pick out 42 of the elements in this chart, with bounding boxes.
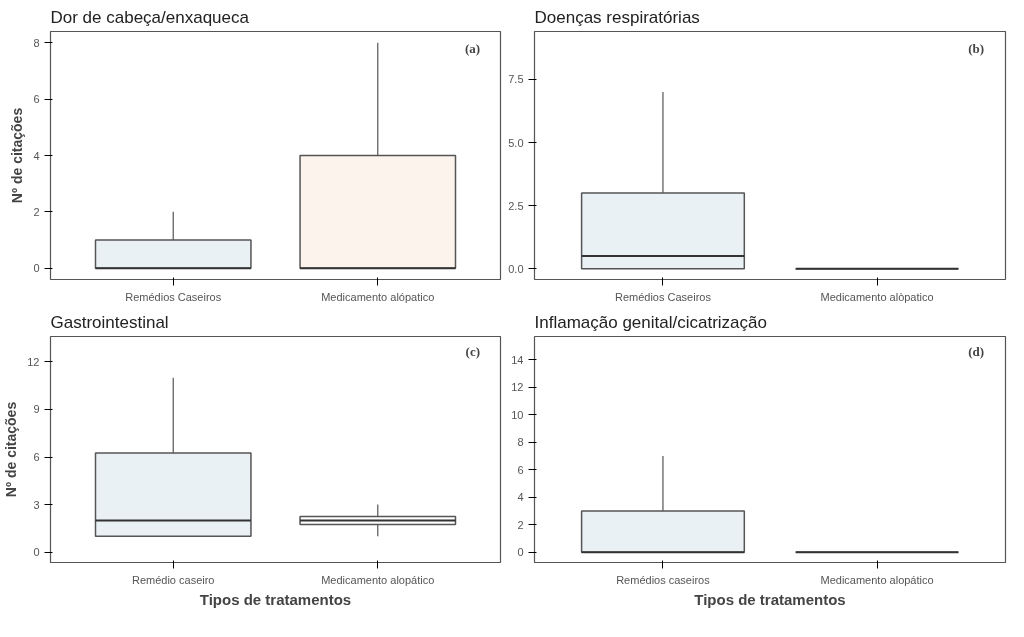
x-axis-title: Tipos de tratamentos [694,590,846,608]
y-tick-label: 8 [517,436,524,449]
y-tick-label: 4 [517,491,524,504]
x-axis-title: Tipos de tratamentos [199,590,352,608]
y-tick-label: 0 [33,546,40,559]
y-axis-title: Nº de citações [3,401,20,498]
x-tick-label: Remédios caseiros [616,573,711,586]
annotation: (c) [465,344,481,360]
chart-title: Doenças respiratórias [534,7,700,27]
y-tick-label: 6 [33,93,40,106]
y-tick-label: 10 [511,408,524,421]
y-tick-label: 6 [33,451,40,464]
y-tick-label: 8 [33,36,40,49]
y-tick-label: 12 [511,381,524,394]
y-tick-label: 0.0 [508,262,524,275]
y-tick-label: 0 [33,262,40,275]
y-tick-label: 14 [511,353,524,366]
y-tick-label: 12 [27,355,40,368]
y-tick-label: 6 [517,463,524,476]
x-tick-label: Medicamento alopático [321,573,435,586]
annotation: (d) [968,344,985,360]
x-tick-label: Remédio caseiro [131,573,215,586]
y-tick-label: 2 [517,518,524,531]
y-tick-label: 2 [33,205,40,218]
x-tick-label: Remédios Caseiros [614,290,712,303]
x-tick-label: Medicamento alópatico [321,290,435,303]
annotation: (a) [464,41,481,57]
x-tick-label: Medicamento alòpatico [820,290,934,303]
chart-title: Inflamação genital/cicatrização [534,312,767,332]
y-tick-label: 2.5 [508,199,524,212]
y-tick-label: 5.0 [508,136,524,149]
y-tick-label: 7.5 [508,73,524,86]
annotation: (b) [968,41,985,57]
chart-title: Dor de cabeça/enxaqueca [50,7,250,27]
y-tick-label: 9 [33,403,40,416]
chart-title: Gastrointestinal [50,312,169,332]
x-tick-label: Remédios Caseiros [125,290,222,303]
y-tick-label: 3 [33,498,40,511]
y-tick-label: 4 [33,149,40,162]
y-axis-title: Nº de citações [9,107,26,204]
y-tick-label: 0 [517,546,524,559]
x-tick-label: Medicamento alopático [820,573,934,586]
